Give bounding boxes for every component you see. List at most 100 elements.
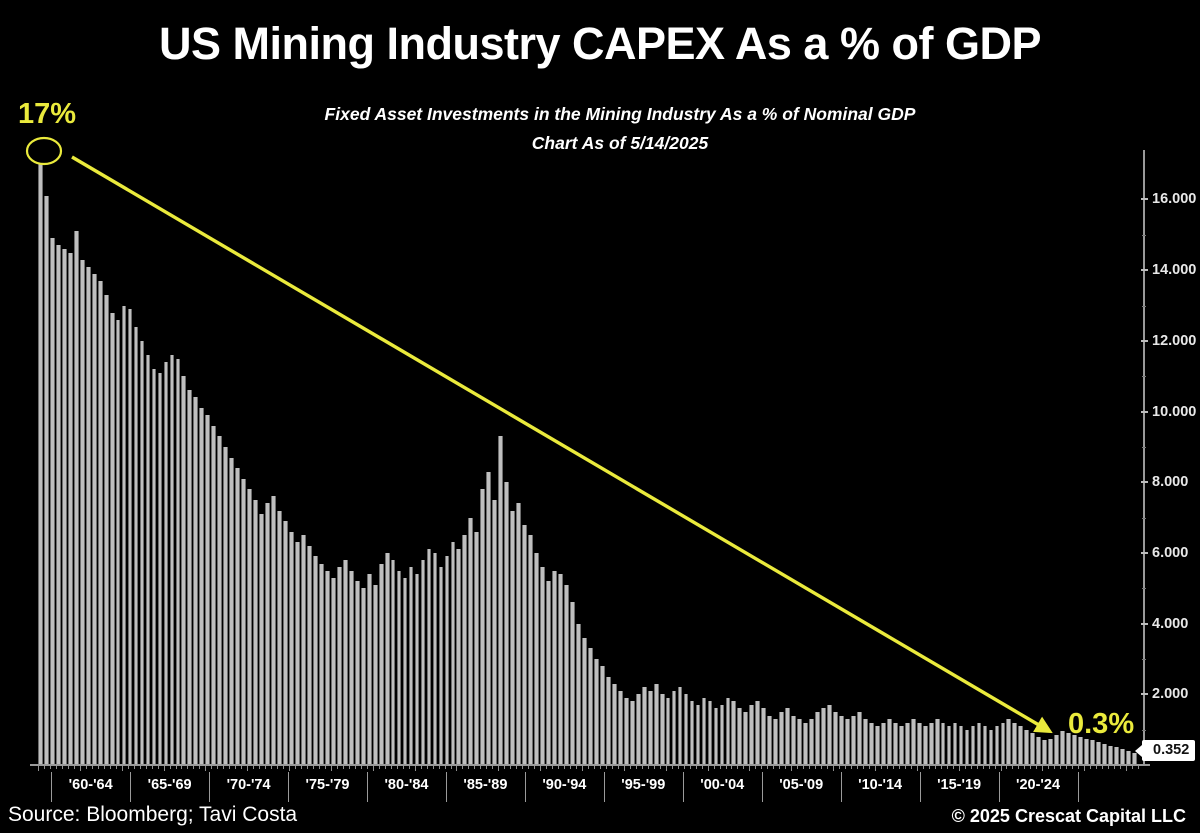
x-tick-mark (898, 766, 900, 769)
x-group-label: '10-'14 (858, 777, 903, 793)
bar (570, 602, 575, 765)
bar (940, 722, 946, 765)
x-tick-mark (73, 766, 75, 769)
bar (313, 556, 318, 765)
x-tick-mark (982, 766, 984, 769)
x-group-separator (603, 772, 605, 802)
annotation-end-label: 0.3% (1068, 708, 1135, 740)
x-tick-mark (498, 766, 500, 771)
bar (91, 273, 97, 765)
bar (635, 694, 641, 765)
bar (283, 521, 288, 765)
x-group-label: '95-'99 (621, 777, 666, 793)
x-group-separator (682, 772, 684, 802)
y-tick-mark (1141, 551, 1148, 554)
x-tick-mark (456, 766, 458, 771)
bar (1036, 736, 1042, 765)
bar (880, 722, 886, 765)
x-tick-mark (880, 766, 882, 769)
x-tick-mark (546, 766, 548, 769)
bar (1072, 734, 1077, 765)
bar (994, 726, 1000, 765)
bar (1120, 749, 1125, 765)
bar (755, 701, 761, 765)
x-tick-mark (695, 766, 697, 769)
x-tick-mark (827, 766, 829, 769)
x-tick-mark (833, 766, 835, 771)
bar (97, 280, 103, 765)
y-tick-minor (1142, 234, 1146, 236)
bar (868, 722, 874, 765)
x-tick-mark (635, 766, 637, 769)
bar (199, 408, 205, 765)
x-tick-mark (857, 766, 859, 769)
x-tick-mark (61, 766, 63, 769)
x-group-separator (840, 772, 842, 802)
bar (576, 623, 581, 765)
x-tick-mark (318, 766, 320, 769)
x-tick-mark (934, 766, 936, 769)
x-tick-mark (970, 766, 972, 769)
x-group-label: '85-'89 (463, 777, 508, 793)
x-tick-mark (743, 766, 745, 769)
bar (1018, 726, 1024, 765)
bar (360, 588, 366, 765)
x-tick-mark (719, 766, 721, 769)
x-tick-mark (886, 766, 888, 769)
bar (904, 722, 910, 765)
bar (139, 340, 145, 765)
bar (259, 514, 264, 765)
x-tick-mark (1036, 766, 1038, 769)
x-tick-mark (737, 766, 739, 769)
bar (462, 535, 468, 765)
x-tick-mark (928, 766, 930, 769)
x-tick-mark (378, 766, 380, 769)
x-tick-mark (1018, 766, 1020, 769)
bar (38, 164, 43, 765)
bar (348, 570, 354, 765)
bar (593, 658, 599, 765)
x-tick-mark (450, 766, 452, 769)
x-tick-mark (868, 766, 870, 769)
x-tick-mark (611, 766, 613, 769)
bar (1108, 745, 1113, 765)
x-tick-mark (223, 766, 225, 769)
y-tick-label: 12.000 (1152, 332, 1197, 349)
x-tick-mark (576, 766, 578, 769)
bar (582, 637, 587, 765)
x-tick-mark (605, 766, 607, 769)
bar (641, 687, 647, 765)
x-tick-mark (372, 766, 374, 771)
bar (791, 715, 797, 765)
x-tick-mark (175, 766, 177, 769)
x-tick-mark (617, 766, 619, 769)
bar (223, 446, 229, 765)
x-tick-mark (994, 766, 996, 769)
x-tick-mark (109, 766, 111, 769)
bar (857, 711, 862, 765)
x-tick-mark (528, 766, 530, 769)
x-tick-mark (324, 766, 326, 769)
bar (898, 726, 904, 765)
x-tick-mark (964, 766, 966, 769)
copyright-note: © 2025 Crescat Capital LLC (951, 806, 1186, 826)
bar (803, 722, 808, 765)
x-tick-mark (1048, 766, 1050, 769)
bar (307, 545, 312, 765)
x-group-label: '00-'04 (700, 777, 745, 793)
x-group-separator (761, 772, 763, 802)
x-tick-mark (851, 766, 853, 769)
bar (731, 701, 737, 765)
bar (928, 722, 934, 765)
x-tick-mark (516, 766, 518, 769)
x-tick-mark (701, 766, 703, 769)
x-tick-mark (761, 766, 763, 769)
bar (181, 376, 187, 765)
x-tick-mark (839, 766, 841, 769)
x-tick-mark (952, 766, 954, 769)
source-note: Source: Bloomberg; Tavi Costa (8, 803, 298, 826)
bar (827, 704, 832, 765)
bar (1090, 740, 1095, 765)
bar (432, 552, 438, 765)
bar (456, 549, 462, 765)
